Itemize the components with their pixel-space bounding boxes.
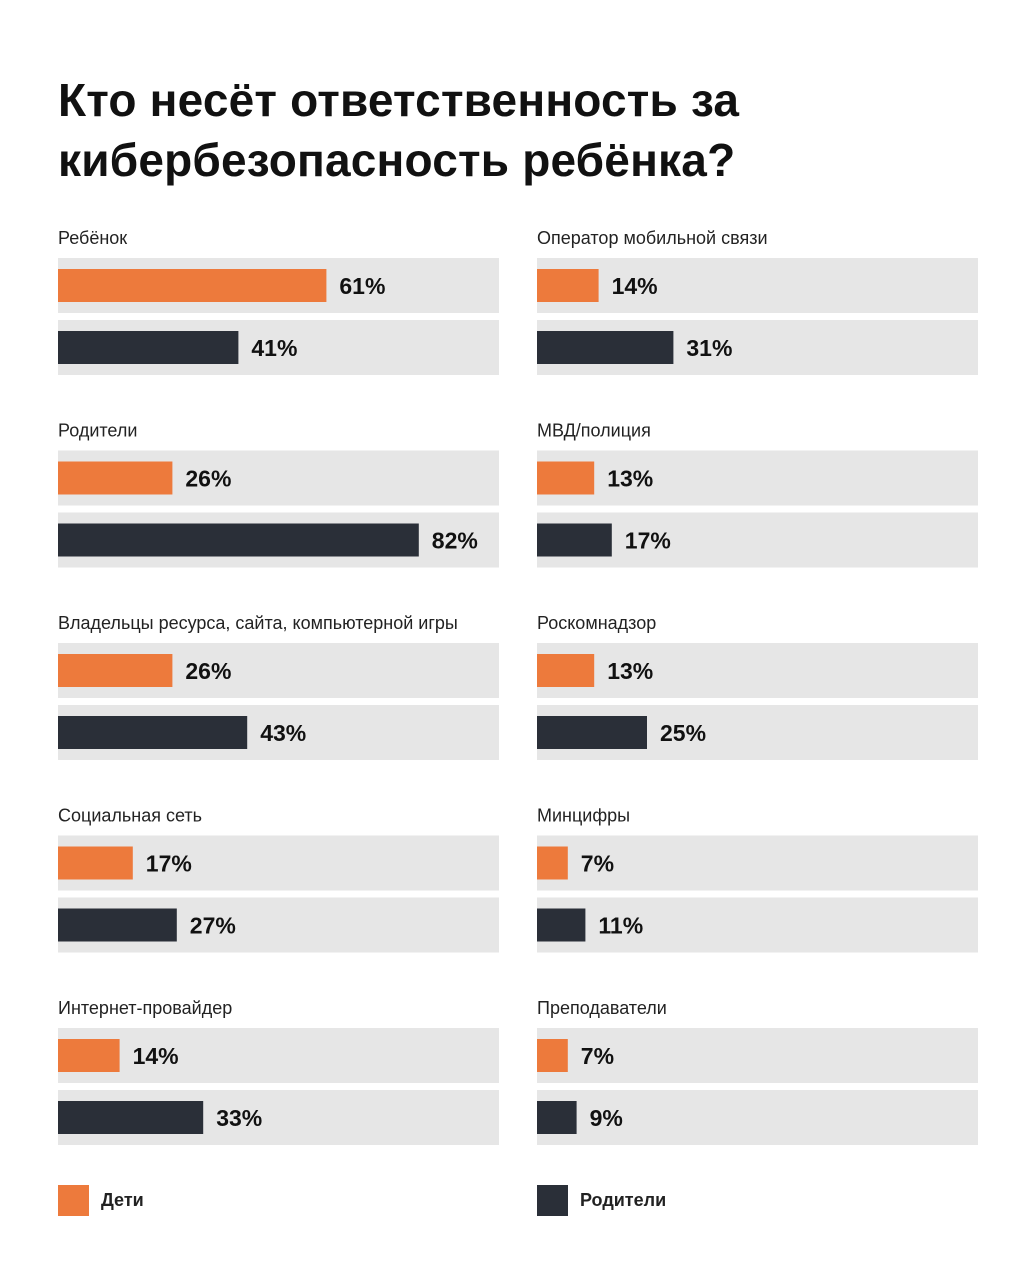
data-label: 26% — [185, 466, 231, 492]
bar-children — [537, 1039, 568, 1072]
title-line-1: Кто несёт ответственность за — [58, 74, 740, 126]
data-label: 27% — [190, 913, 236, 939]
data-label: 61% — [339, 273, 385, 299]
bar-track — [537, 450, 978, 506]
bar-children — [537, 654, 595, 687]
data-label: 43% — [260, 720, 306, 746]
data-label: 14% — [133, 1043, 179, 1069]
category-label: Минцифры — [537, 806, 630, 826]
category-label: Социальная сеть — [58, 806, 202, 826]
bar-parents — [537, 331, 674, 364]
bar-track — [537, 258, 978, 313]
category-label: Родители — [58, 421, 137, 441]
bar-parents — [58, 331, 239, 364]
category-label: Ребёнок — [58, 228, 127, 248]
data-label: 41% — [251, 335, 297, 361]
bar-parents — [58, 1101, 204, 1134]
data-label: 7% — [581, 1043, 614, 1069]
category-label: Роскомнадзор — [537, 613, 656, 633]
legend-swatch-children — [58, 1184, 89, 1216]
legend-parents: Родители — [537, 1184, 666, 1216]
legend-children: Дети — [58, 1184, 144, 1216]
data-label: 33% — [216, 1105, 262, 1131]
data-label: 17% — [625, 528, 671, 554]
legend-label-parents: Родители — [580, 1189, 667, 1210]
data-label: 9% — [590, 1105, 623, 1131]
legend-swatch-parents — [537, 1184, 568, 1216]
category-label: МВД/полиция — [537, 421, 651, 441]
bar-track — [537, 1090, 978, 1145]
data-label: 13% — [607, 466, 653, 492]
data-label: 25% — [660, 720, 706, 746]
bar-parents — [537, 908, 586, 942]
bar-children — [537, 461, 595, 495]
data-label: 11% — [598, 913, 643, 939]
bar-parents — [58, 716, 248, 749]
bar-children — [58, 269, 327, 302]
category-label: Оператор мобильной связи — [537, 228, 768, 248]
title-line-2: кибербезопасность ребёнка? — [58, 134, 736, 186]
category-label: Владельцы ресурса, сайта, компьютерной и… — [58, 613, 458, 633]
data-label: 14% — [612, 273, 658, 299]
data-label: 31% — [686, 335, 732, 361]
bar-track — [537, 897, 978, 953]
bar-children — [537, 846, 568, 880]
data-label: 7% — [581, 851, 614, 877]
bar-parents — [58, 523, 419, 557]
bar-parents — [537, 523, 612, 557]
bar-chart: Ребёнок 61% 41% Оператор мобильной связи 14%… — [58, 228, 978, 1145]
bar-track — [537, 1028, 978, 1083]
bar-children — [58, 654, 173, 687]
data-label: 26% — [185, 658, 231, 684]
bar-track — [537, 835, 978, 891]
bar-track — [537, 643, 978, 698]
bar-parents — [58, 908, 177, 942]
category-label: Интернет-провайдер — [58, 998, 232, 1018]
bar-children — [58, 461, 173, 495]
bar-children — [58, 1039, 120, 1072]
data-label: 13% — [607, 658, 653, 684]
bar-track — [58, 1028, 499, 1083]
legend-label-children: Дети — [101, 1189, 144, 1210]
bar-children — [537, 269, 599, 302]
bar-children — [58, 846, 133, 880]
chart-title: Кто несёт ответственность за кибербезопа… — [58, 70, 998, 190]
data-label: 17% — [146, 851, 192, 877]
bar-parents — [537, 716, 647, 749]
bar-parents — [537, 1101, 577, 1134]
category-label: Преподаватели — [537, 998, 667, 1018]
data-label: 82% — [432, 528, 478, 554]
